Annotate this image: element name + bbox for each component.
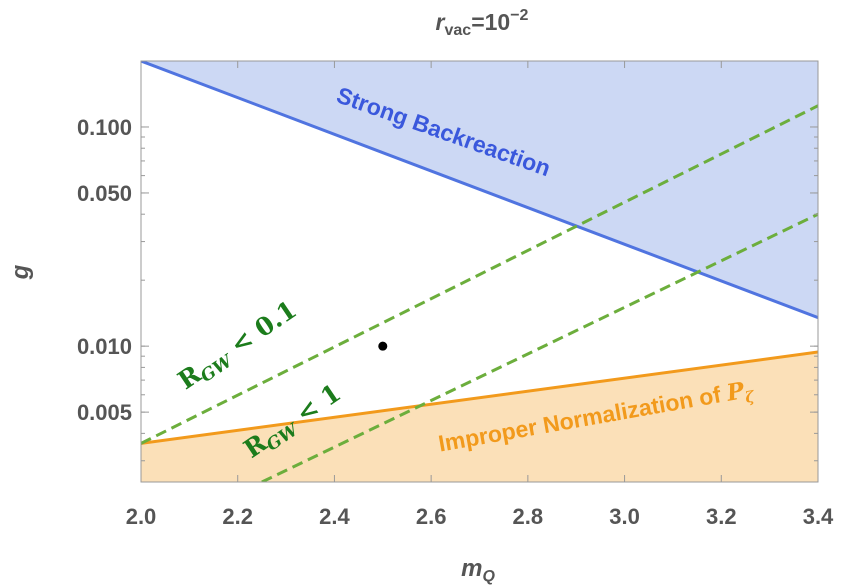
x-tick-label: 3.2: [706, 504, 737, 529]
rgw-0.1-label-rest: < 0.1: [218, 295, 302, 365]
y-tick-label: 0.050: [77, 181, 132, 206]
x-tick-label: 2.8: [513, 504, 544, 529]
x-axis-title-sub: Q: [482, 568, 495, 585]
x-axis-title-main: m: [461, 555, 482, 582]
title-sub: vac: [444, 22, 471, 39]
backreaction-line: [141, 61, 818, 319]
normalization-region: [141, 352, 818, 482]
x-axis-title: mQ: [461, 555, 495, 585]
y-tick-label: 0.005: [77, 400, 132, 425]
normalization-symbol: P: [724, 377, 747, 407]
y-axis: 0.005 0.010 0.050 0.100: [77, 60, 818, 462]
title-sup: −2: [510, 7, 528, 24]
data-point: [378, 341, 388, 351]
title-main: r: [436, 9, 446, 35]
x-tick-label: 2.6: [416, 504, 447, 529]
normalization-line: [141, 350, 818, 445]
rgw-1-dashed-line: [261, 212, 818, 482]
x-tick-label: 2.2: [222, 504, 253, 529]
plot-area: [141, 61, 818, 482]
y-tick-label: 0.010: [77, 334, 132, 359]
x-tick-label: 3.0: [609, 504, 640, 529]
y-axis-title: g: [7, 264, 34, 280]
plot-frame: [140, 60, 819, 483]
title-mid: =10: [471, 9, 510, 35]
plot-title: rvac=10−2: [436, 7, 529, 39]
x-tick-label: 2.4: [319, 504, 350, 529]
y-tick-label: 0.100: [77, 115, 132, 140]
x-axis: 2.0 2.2 2.4 2.6 2.8 3.0 3.2 3.4: [126, 61, 834, 529]
rgw-0.1-label: RGW < 0.1: [173, 295, 304, 399]
x-tick-label: 3.4: [803, 504, 834, 529]
x-tick-label: 2.0: [126, 504, 157, 529]
rgw-0.1-dashed-line: [141, 104, 818, 445]
